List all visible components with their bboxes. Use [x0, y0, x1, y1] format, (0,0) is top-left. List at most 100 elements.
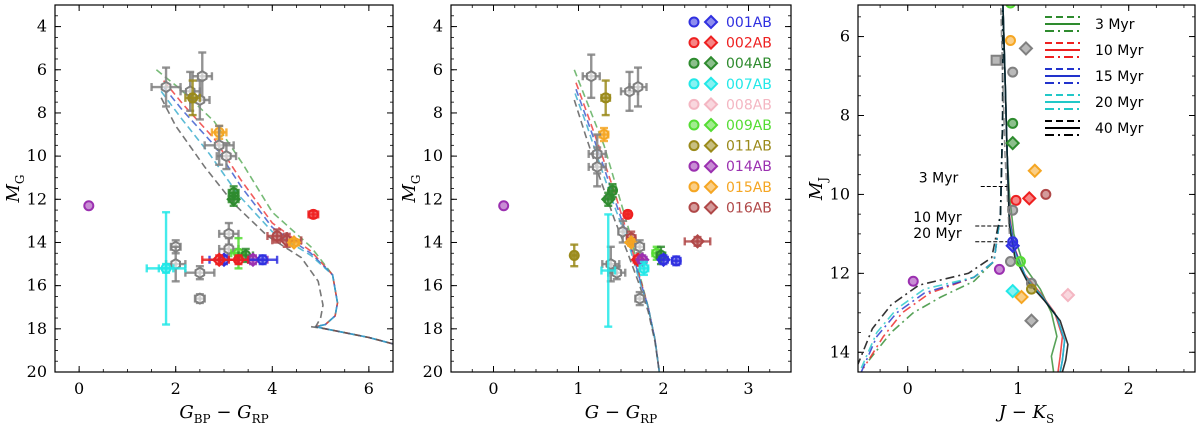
legend-entry: 016AB	[688, 199, 772, 216]
annotation-label: 10 Myr	[913, 210, 962, 226]
data-point	[568, 243, 580, 268]
point-marker	[600, 191, 616, 207]
legend-entry: 008AB	[688, 96, 772, 113]
point-marker	[670, 255, 682, 267]
data-point	[1007, 204, 1019, 216]
data-point	[184, 79, 202, 117]
legend-marker-circle	[688, 119, 700, 131]
point-marker	[638, 262, 650, 274]
data-point	[1005, 5, 1016, 9]
point-marker	[160, 80, 172, 94]
data-point	[1005, 135, 1021, 151]
data-point	[1025, 283, 1037, 295]
y-tick-label: 18	[27, 319, 47, 338]
legend-marker-diamond	[703, 35, 719, 51]
y-axis-label: MG	[3, 174, 27, 203]
y-tick-label: 16	[27, 276, 47, 295]
legend-label: 20 Myr	[1095, 95, 1144, 111]
legend-label: 004AB	[726, 56, 772, 72]
y-tick-label: 10	[830, 184, 850, 203]
legend-marker-circle	[688, 78, 700, 90]
x-tick-label: 2	[1124, 379, 1134, 398]
data-point	[1005, 283, 1021, 299]
legend-label: 002AB	[726, 36, 772, 52]
legend-label: 15 Myr	[1095, 69, 1144, 85]
data-point	[990, 54, 1002, 66]
point-marker	[498, 200, 510, 212]
legend-marker-diamond	[703, 138, 719, 154]
y-tick-label: 4	[433, 17, 443, 36]
data-point	[634, 239, 646, 255]
point-marker	[232, 254, 244, 266]
isochrone-line	[162, 86, 393, 345]
point-marker	[187, 92, 199, 104]
point-marker	[226, 191, 242, 207]
legend-marker-diamond	[703, 55, 719, 71]
point-marker	[286, 235, 302, 250]
point-marker	[257, 254, 269, 266]
data-point	[193, 292, 206, 305]
point-marker	[1018, 40, 1034, 56]
plot-area	[498, 53, 712, 372]
y-tick-label: 8	[840, 105, 850, 124]
legend-marker-diamond	[703, 158, 719, 174]
point-marker	[623, 235, 639, 250]
point-marker	[568, 249, 580, 261]
point-marker	[690, 233, 705, 249]
axes-frame	[54, 4, 394, 373]
data-point	[600, 191, 616, 207]
legend-entry: 20 Myr	[1045, 94, 1144, 111]
legend-entry: 015AB	[688, 179, 772, 196]
legend-marker-circle	[688, 16, 700, 28]
y-tick-label: 12	[423, 189, 443, 208]
legend-marker-diamond	[703, 117, 719, 133]
axes-frame	[857, 4, 1196, 373]
x-tick-label: 3	[743, 379, 753, 398]
legend-entry: 009AB	[688, 117, 772, 134]
legend-entry: 007AB	[688, 76, 772, 93]
point-marker	[1005, 5, 1016, 9]
point-marker	[1005, 135, 1021, 151]
point-marker	[1027, 163, 1043, 179]
data-point	[628, 66, 648, 108]
x-tick-label: 6	[364, 379, 374, 398]
point-marker	[591, 160, 603, 174]
y-tick-label: 16	[423, 276, 443, 295]
y-tick-label: 4	[37, 17, 47, 36]
data-point	[215, 141, 238, 171]
point-marker	[211, 252, 227, 268]
data-point	[1004, 256, 1016, 268]
data-point	[623, 235, 639, 250]
isochrone-line	[868, 5, 1004, 361]
legend-label: 008AB	[726, 97, 772, 113]
annotation: 10 Myr	[913, 210, 1008, 227]
x-tick-label: 1	[1013, 379, 1023, 398]
data-point	[1007, 66, 1019, 78]
y-tick-label: 14	[27, 232, 47, 251]
legend-marker-circle	[688, 98, 700, 110]
legend-entry: 40 Myr	[1045, 120, 1144, 137]
point-marker	[1007, 117, 1019, 129]
x-tick-label: 0	[74, 379, 84, 398]
point-marker	[990, 54, 1002, 66]
point-marker	[1005, 283, 1021, 299]
y-tick-label: 14	[423, 232, 443, 251]
legend-label: 10 Myr	[1095, 43, 1144, 59]
x-tick-label: 0	[488, 379, 498, 398]
legend-entry: 014AB	[688, 158, 772, 175]
data-point	[683, 233, 712, 249]
data-point	[226, 191, 242, 207]
x-tick-label: 2	[171, 379, 181, 398]
isochrone-line	[860, 5, 1004, 369]
point-marker	[993, 263, 1005, 275]
y-tick-label: 20	[423, 362, 443, 381]
data-point	[1021, 190, 1037, 206]
data-point	[157, 211, 175, 326]
point-marker	[600, 92, 612, 104]
legend-entry: 10 Myr	[1045, 42, 1144, 59]
legend-label: 014AB	[726, 159, 772, 175]
data-point	[600, 213, 617, 328]
legend-entry: 011AB	[688, 138, 772, 155]
